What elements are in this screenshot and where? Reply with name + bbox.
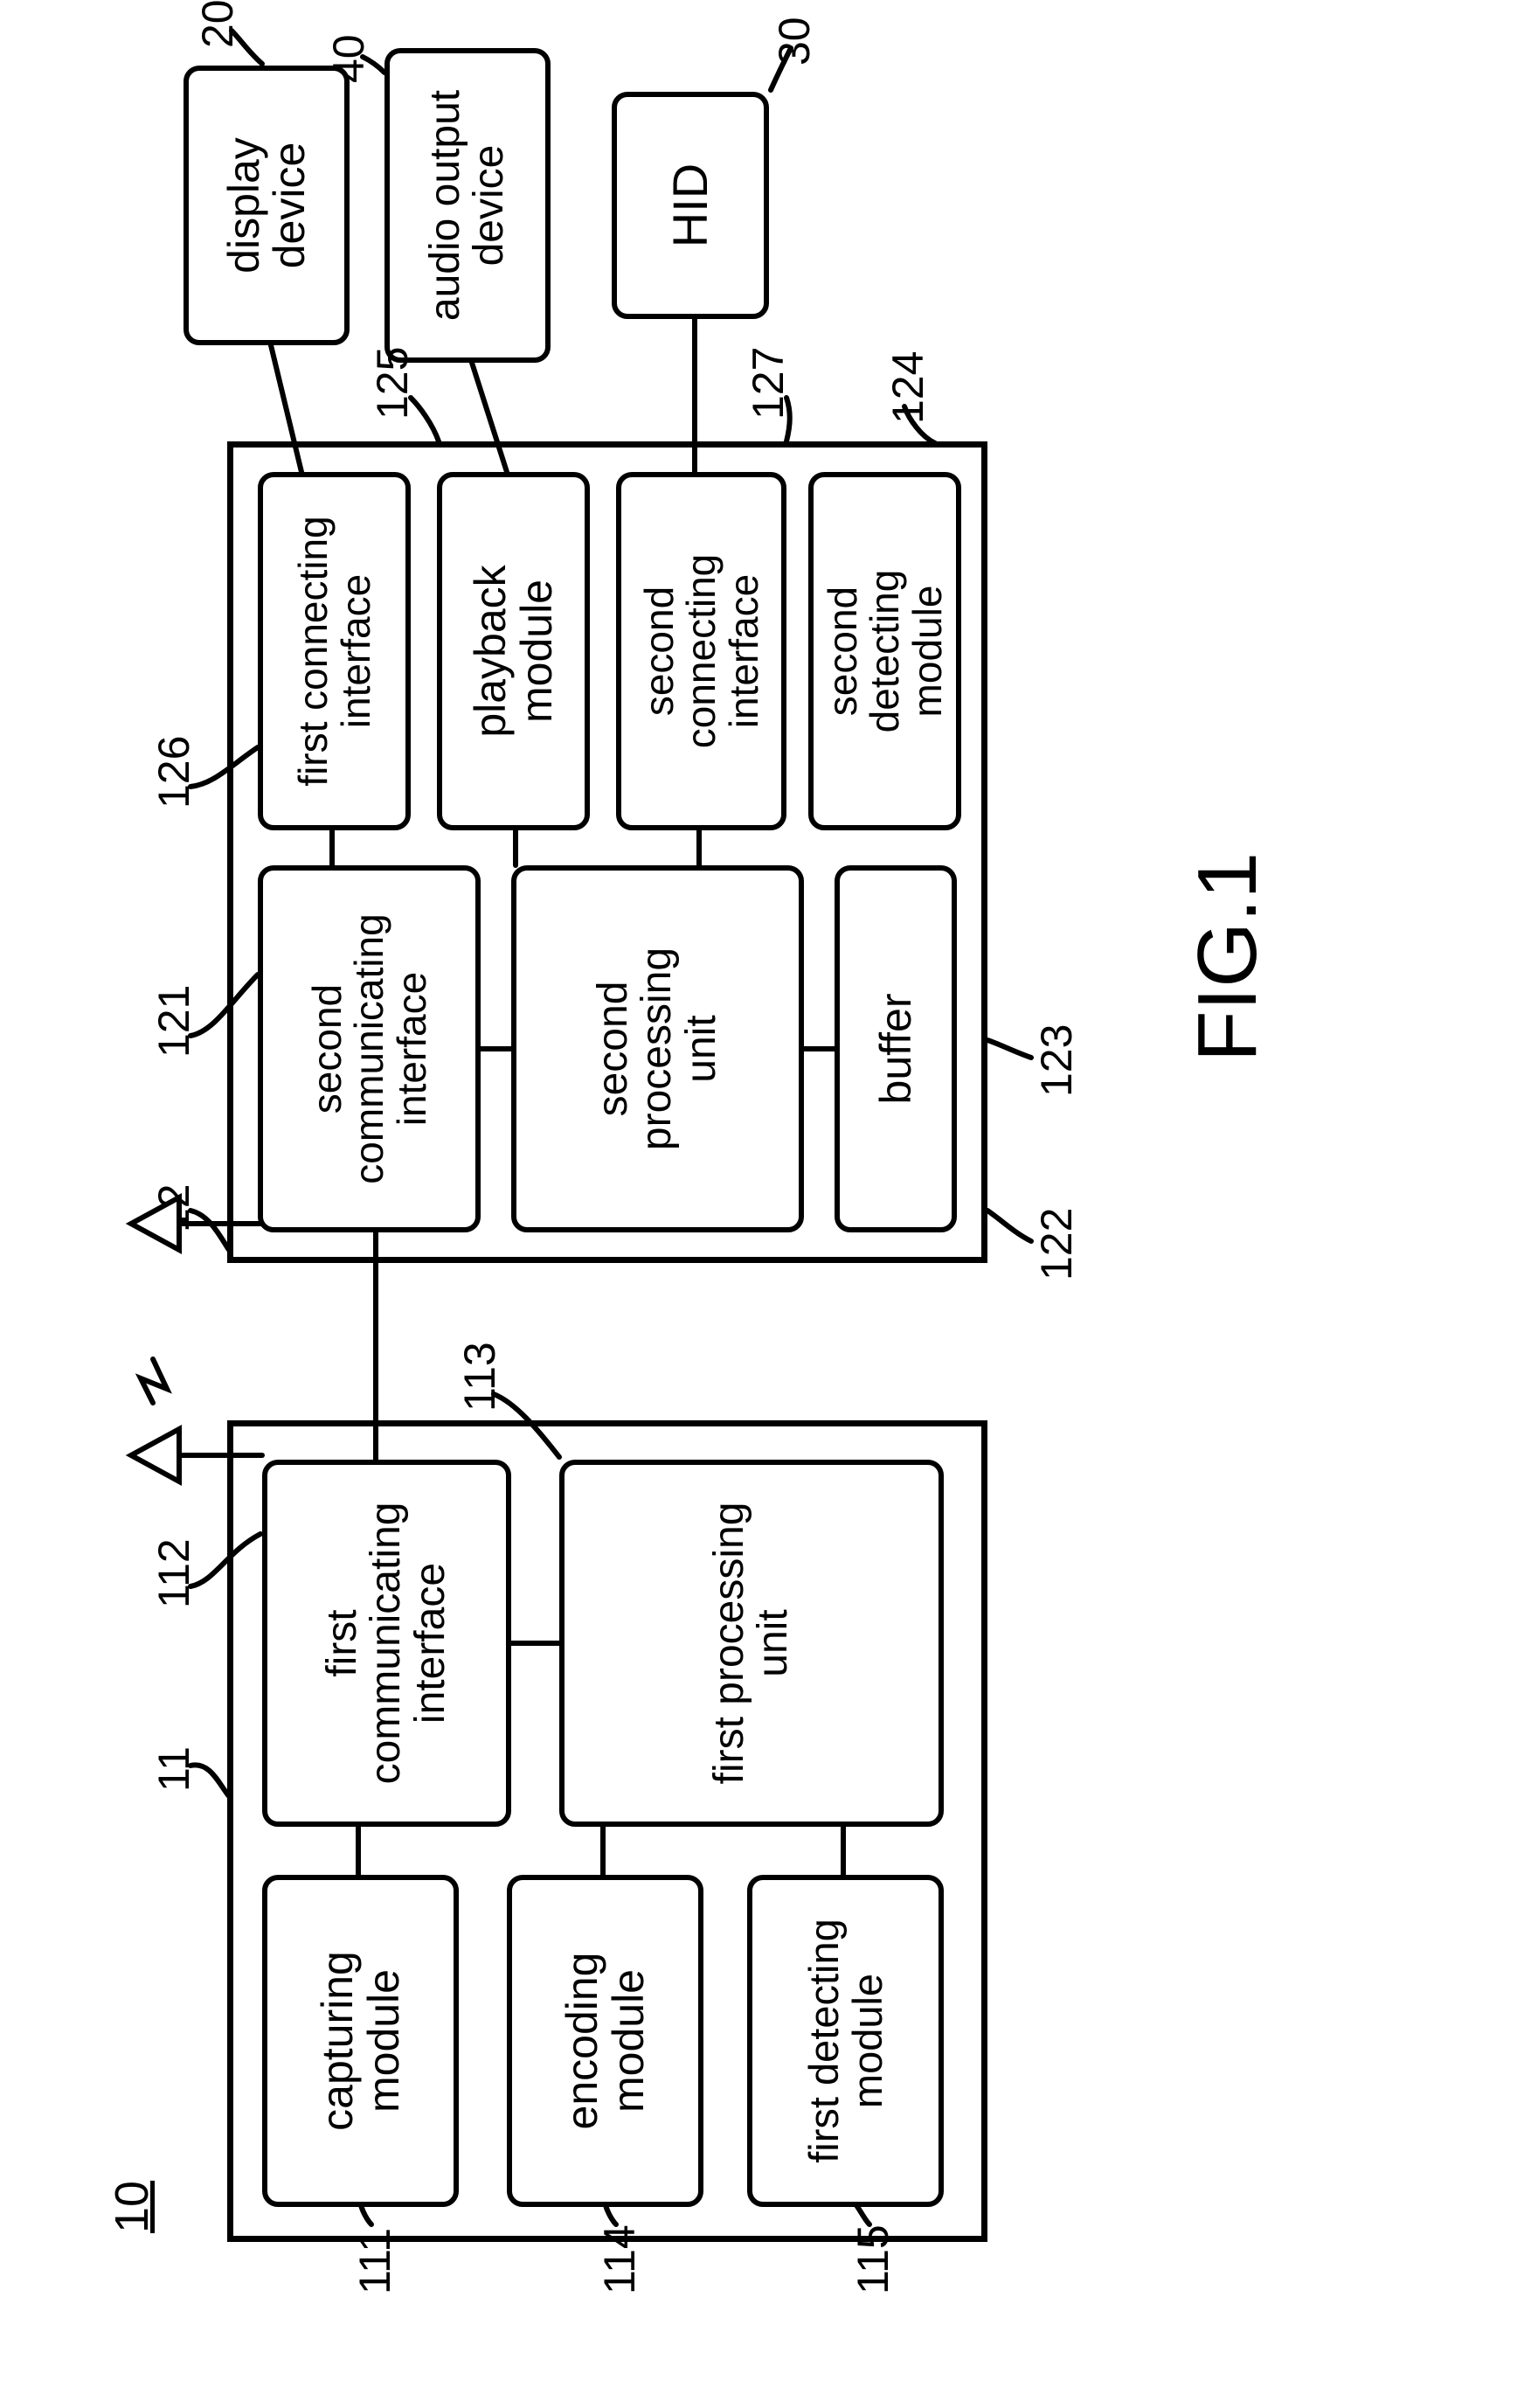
ref-11: 11 (149, 1746, 199, 1792)
node-audio-out: audio output device (384, 48, 551, 363)
node-second-detect: second detecting module (808, 472, 961, 830)
node-hid: HID (612, 92, 769, 319)
node-second-comm: second communicating interface (258, 865, 481, 1232)
ref-124: 124 (883, 351, 933, 424)
ref-126: 126 (149, 736, 199, 808)
ref-127: 127 (743, 347, 793, 420)
node-second-conn: second connecting interface (616, 472, 786, 830)
ref-125: 125 (367, 347, 418, 420)
ref-111: 111 (350, 2228, 400, 2294)
ref-115: 115 (848, 2224, 898, 2294)
node-buffer: buffer (835, 865, 957, 1232)
figure-caption: FIG.1 (1180, 852, 1276, 1062)
ref-123: 123 (1031, 1024, 1082, 1097)
ref-40: 40 (323, 34, 374, 83)
node-first-comm: first communicating interface (262, 1460, 511, 1827)
ref-30: 30 (769, 17, 820, 66)
ref-113: 113 (454, 1342, 505, 1412)
ref-system: 10 (105, 2181, 159, 2233)
node-first-detect: first detecting module (747, 1875, 944, 2207)
node-first-conn: first connecting interface (258, 472, 411, 830)
ref-20: 20 (192, 0, 243, 48)
node-capturing: capturing module (262, 1875, 459, 2207)
ref-122: 122 (1031, 1208, 1082, 1280)
node-playback: playback module (437, 472, 590, 830)
page-canvas: 10 capturing module encoding module firs… (0, 0, 1517, 2408)
ref-112: 112 (149, 1538, 199, 1608)
ref-114: 114 (594, 2224, 645, 2294)
node-first-proc: first processing unit (559, 1460, 944, 1827)
ref-12: 12 (149, 1183, 199, 1232)
diagram-rotated-layer: 10 capturing module encoding module firs… (0, 0, 1517, 2408)
node-second-proc: second processing unit (511, 865, 804, 1232)
node-display: display device (184, 66, 350, 345)
ref-121: 121 (149, 985, 199, 1058)
node-encoding: encoding module (507, 1875, 703, 2207)
